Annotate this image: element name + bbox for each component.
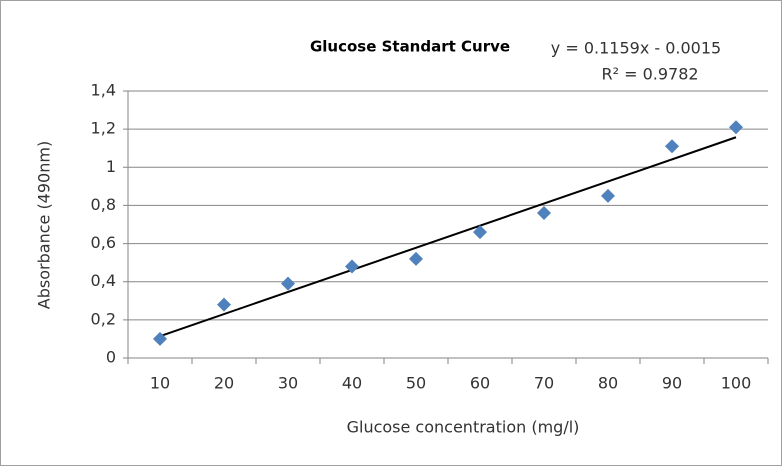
point (345, 259, 359, 274)
trend-equation: y = 0.1159x - 0.0015 (551, 39, 721, 58)
chart-title: Glucose Standart Curve (310, 38, 510, 56)
point (153, 331, 167, 346)
y-tick-label: 0 (106, 348, 116, 367)
point (409, 251, 423, 266)
y-axis-label: Absorbance (490nm) (35, 141, 54, 309)
x-tick-label: 80 (598, 374, 618, 393)
y-tick-label: 1,2 (91, 119, 116, 138)
point (473, 225, 487, 240)
y-tick-label: 0,2 (91, 309, 116, 328)
point (601, 188, 615, 203)
x-tick-label: 60 (470, 374, 490, 393)
trendline (159, 136, 737, 338)
y-tick-label: 0,6 (91, 233, 116, 252)
x-tick-label: 40 (342, 374, 362, 393)
x-tick-label: 90 (662, 374, 682, 393)
x-tick-label: 30 (278, 374, 298, 393)
y-tick-label: 1 (106, 157, 116, 176)
y-tick-label: 0,4 (91, 271, 116, 290)
point (537, 206, 551, 221)
point (217, 297, 231, 312)
point (729, 120, 743, 135)
x-tick-label: 20 (214, 374, 234, 393)
x-tick-label: 70 (534, 374, 554, 393)
x-tick-label: 10 (150, 374, 170, 393)
y-tick-label: 1,4 (91, 81, 116, 100)
x-axis-label: Glucose concentration (mg/l) (347, 418, 580, 437)
y-tick-label: 0,8 (91, 195, 116, 214)
x-tick-label: 50 (406, 374, 426, 393)
trend-r2: R² = 0.9782 (601, 65, 698, 84)
point (281, 276, 295, 291)
point (665, 139, 679, 154)
x-tick-label: 100 (721, 374, 752, 393)
